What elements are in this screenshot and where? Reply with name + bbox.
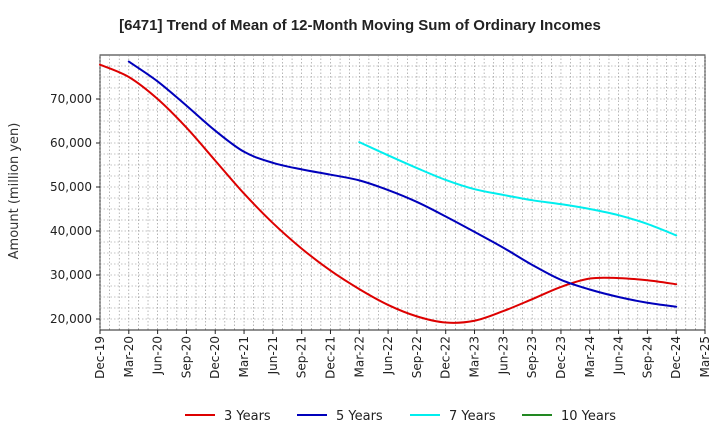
y-tick-label: 40,000: [50, 224, 92, 238]
plot-area: [99, 54, 706, 331]
legend-label-5-years: 5 Years: [336, 409, 383, 424]
series-line-5-years: [127, 60, 678, 308]
grid: [99, 55, 706, 330]
y-tick-label: 50,000: [50, 180, 92, 194]
x-tick-label: Sep-22: [410, 336, 424, 378]
x-tick-label: Sep-24: [640, 336, 654, 378]
x-tick-label: Dec-20: [208, 336, 222, 379]
x-tick-label: Mar-25: [698, 336, 712, 377]
x-tick-label: Mar-20: [122, 336, 136, 377]
x-tick-label: Jun-22: [381, 336, 395, 375]
x-tick-label: Jun-23: [496, 336, 510, 375]
x-tick-label: Dec-19: [93, 336, 107, 379]
x-tick-label: Mar-23: [468, 336, 482, 377]
y-tick-label: 30,000: [50, 268, 92, 282]
legend-label-10-years: 10 Years: [561, 409, 616, 424]
series-line-7-years: [358, 141, 678, 237]
x-tick-label: Sep-21: [295, 336, 309, 378]
y-axis-ticks: 20,000 30,000 40,000 50,000 60,000 70,000: [50, 92, 100, 326]
legend: 3 Years 5 Years 7 Years 10 Years: [185, 409, 616, 424]
series-line-3-years: [99, 63, 678, 324]
legend-label-3-years: 3 Years: [224, 409, 271, 424]
x-tick-label: Dec-22: [439, 336, 453, 379]
x-axis-ticks: Dec-19 Mar-20 Jun-20 Sep-20 Dec-20 Mar-21 Jun-…: [93, 330, 712, 379]
x-tick-label: Mar-21: [237, 336, 251, 377]
x-tick-label: Mar-22: [352, 336, 366, 377]
series-group: [99, 60, 678, 324]
x-tick-label: Sep-23: [525, 336, 539, 378]
x-tick-label: Sep-20: [179, 336, 193, 378]
legend-label-7-years: 7 Years: [449, 409, 496, 424]
y-tick-label: 20,000: [50, 312, 92, 326]
y-tick-label: 60,000: [50, 136, 92, 150]
y-axis-label: Amount (million yen): [7, 123, 22, 260]
x-tick-label: Jun-21: [266, 336, 280, 375]
x-tick-label: Dec-23: [554, 336, 568, 379]
x-tick-label: Dec-21: [323, 336, 337, 379]
x-tick-label: Jun-24: [612, 336, 626, 375]
x-tick-label: Mar-24: [583, 336, 597, 377]
chart-title: [6471] Trend of Mean of 12-Month Moving …: [119, 17, 601, 34]
y-tick-label: 70,000: [50, 92, 92, 106]
x-tick-label: Dec-24: [669, 336, 683, 379]
x-tick-label: Jun-20: [151, 336, 165, 375]
